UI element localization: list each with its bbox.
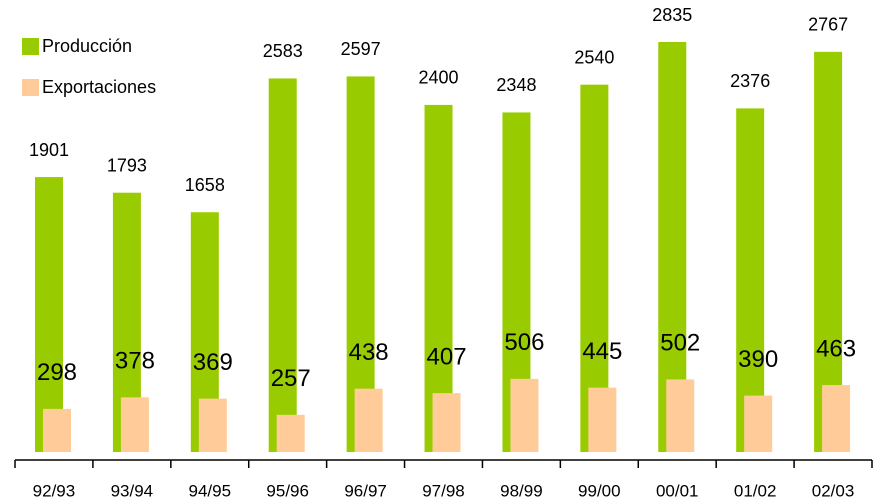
- x-tick-label: 92/93: [33, 481, 76, 500]
- bar: [588, 387, 617, 452]
- x-tick-label: 97/98: [422, 481, 465, 500]
- data-label: 506: [504, 329, 544, 356]
- data-label: 2583: [263, 41, 303, 61]
- bar: [120, 397, 149, 452]
- data-label: 438: [349, 339, 389, 366]
- x-tick-label: 98/99: [500, 481, 543, 500]
- x-tick-label: 96/97: [344, 481, 387, 500]
- bar: [666, 379, 695, 452]
- bar: [35, 177, 63, 452]
- data-label: 1901: [29, 140, 69, 160]
- data-label: 2400: [419, 68, 459, 88]
- x-tick-label: 95/96: [266, 481, 309, 500]
- bar: [432, 393, 461, 452]
- data-label: 463: [816, 335, 856, 362]
- data-label: 2348: [496, 75, 536, 95]
- x-tick-label: 99/00: [578, 481, 621, 500]
- data-label: 2767: [808, 15, 848, 35]
- data-label: 378: [115, 348, 155, 375]
- data-label: 2597: [341, 39, 381, 59]
- data-label: 502: [660, 330, 700, 357]
- data-label: 1658: [185, 175, 225, 195]
- legend-swatch: [22, 38, 39, 55]
- data-label: 390: [738, 346, 778, 373]
- data-label: 2835: [652, 5, 692, 25]
- bar: [198, 398, 227, 452]
- legend-swatch: [22, 79, 39, 96]
- data-label: 369: [193, 349, 233, 376]
- data-label: 1793: [107, 155, 147, 175]
- bar: [736, 108, 765, 452]
- bar: [510, 378, 539, 452]
- x-tick-label: 00/01: [656, 481, 699, 500]
- data-label: 2540: [574, 47, 614, 67]
- bar: [744, 395, 773, 452]
- bar: [276, 414, 305, 452]
- x-tick-label: 02/03: [812, 481, 855, 500]
- data-label: 407: [427, 343, 467, 370]
- data-label: 2376: [730, 71, 770, 91]
- data-label: 257: [271, 365, 311, 392]
- bar: [822, 385, 851, 452]
- bar: [354, 388, 383, 452]
- x-tick-label: 93/94: [111, 481, 154, 500]
- legend-label: Producción: [42, 36, 132, 56]
- bar: [43, 408, 71, 452]
- bar: [268, 78, 297, 452]
- data-label: 445: [582, 338, 622, 365]
- legend-label: Exportaciones: [42, 77, 156, 97]
- x-tick-label: 94/95: [188, 481, 231, 500]
- x-tick-label: 01/02: [734, 481, 777, 500]
- data-label: 298: [37, 359, 77, 386]
